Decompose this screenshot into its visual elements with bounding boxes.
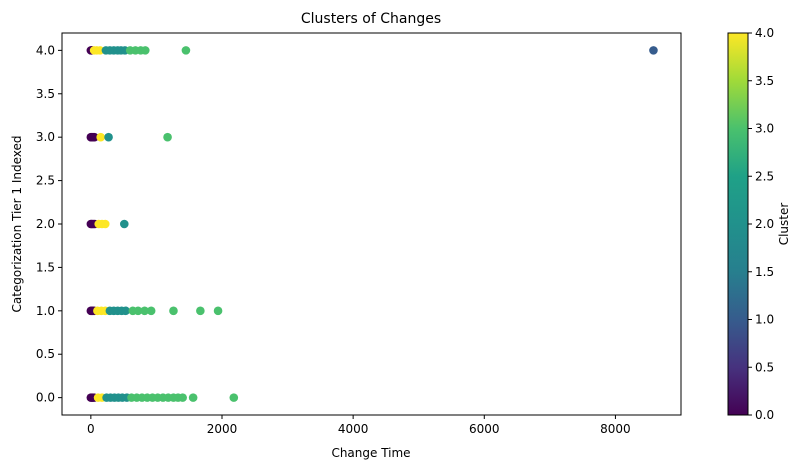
y-tick-label: 2.0: [36, 217, 55, 231]
data-point: [181, 46, 191, 55]
colorbar-tick-label: 3.5: [755, 74, 774, 88]
y-tick-label: 0.5: [36, 347, 55, 361]
y-tick-label: 3.0: [36, 130, 55, 144]
x-axis-label: Change Time: [331, 446, 410, 460]
data-point: [119, 219, 129, 229]
data-point: [146, 306, 156, 316]
data-point: [169, 306, 178, 316]
data-point: [188, 393, 198, 402]
colorbar-tick-label: 0.5: [755, 360, 774, 374]
y-axis-label: Categorization Tier 1 Indexed: [10, 135, 24, 312]
data-point: [140, 46, 150, 55]
y-tick-label: 1.0: [36, 304, 55, 318]
colorbar-label: Cluster: [777, 203, 791, 246]
x-tick-label: 6000: [469, 422, 500, 436]
data-point: [90, 132, 99, 142]
plot-frame: [61, 32, 682, 416]
data-point: [196, 306, 205, 316]
data-point: [649, 46, 658, 55]
data-point: [133, 306, 143, 316]
colorbar: [727, 32, 749, 416]
y-ticks: 0.0 0.5 1.0 1.5 2.0 2.5 3.0 3.5 4.0: [36, 43, 62, 405]
y-tick-label: 4.0: [36, 43, 55, 57]
y-tick-label: 2.5: [36, 174, 55, 188]
colorbar-tick-label: 3.0: [755, 122, 774, 136]
data-point: [163, 132, 172, 142]
data-point: [96, 132, 105, 142]
y-tick-label: 1.5: [36, 260, 55, 274]
colorbar-tick-label: 2.5: [755, 169, 774, 183]
points-layer: [86, 46, 658, 402]
data-point: [104, 132, 113, 142]
data-point: [229, 393, 239, 402]
chart-title: Clusters of Changes: [301, 11, 441, 27]
colorbar-tick-label: 0.0: [755, 408, 774, 422]
data-point: [213, 306, 223, 316]
y-tick-label: 0.0: [36, 391, 55, 405]
data-point: [121, 306, 130, 316]
x-tick-label: 2000: [207, 422, 238, 436]
colorbar-tick-label: 2.0: [755, 217, 774, 231]
y-tick-label: 3.5: [36, 87, 55, 101]
data-point: [140, 306, 149, 316]
data-point: [95, 46, 105, 55]
colorbar-tick-label: 4.0: [755, 26, 774, 40]
x-tick-label: 0: [87, 422, 95, 436]
x-ticks: 0 2000 4000 6000 8000: [87, 415, 631, 436]
x-tick-label: 4000: [338, 422, 369, 436]
data-point: [178, 393, 187, 402]
colorbar-tick-label: 1.5: [755, 265, 774, 279]
colorbar-tick-label: 1.0: [755, 313, 774, 327]
x-tick-label: 8000: [600, 422, 631, 436]
data-point: [100, 219, 110, 229]
colorbar-ticks: 0.0 0.5 1.0 1.5 2.0 2.5 3.0 3.5 4.0: [748, 26, 774, 422]
